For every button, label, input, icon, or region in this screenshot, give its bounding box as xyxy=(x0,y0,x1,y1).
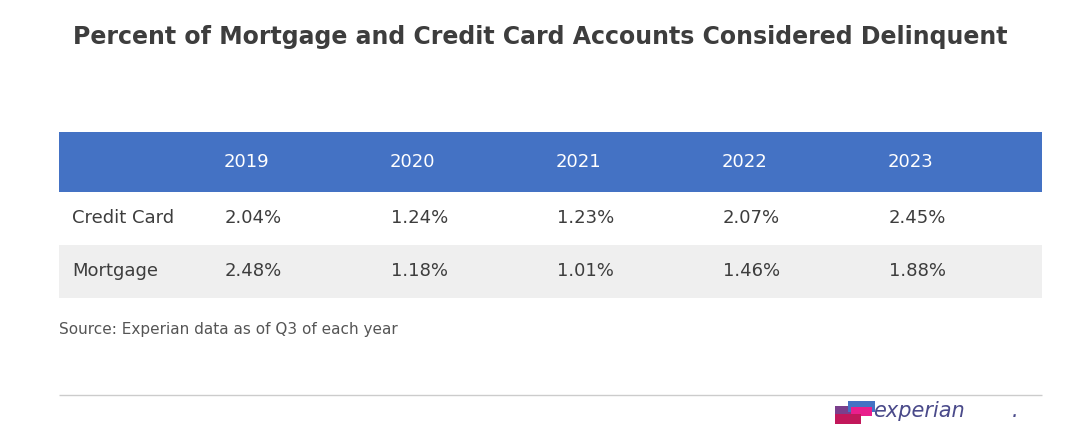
Text: 2.48%: 2.48% xyxy=(225,262,282,280)
Text: Percent of Mortgage and Credit Card Accounts Considered Delinquent: Percent of Mortgage and Credit Card Acco… xyxy=(72,26,1008,49)
Bar xyxy=(59,192,212,245)
Text: 1.24%: 1.24% xyxy=(391,209,448,227)
Bar xyxy=(876,245,1042,298)
Bar xyxy=(835,406,861,417)
Bar xyxy=(544,245,710,298)
Bar xyxy=(212,245,378,298)
Text: Credit Card: Credit Card xyxy=(72,209,175,227)
Bar xyxy=(876,192,1042,245)
Text: 1.01%: 1.01% xyxy=(557,262,613,280)
Text: 2.04%: 2.04% xyxy=(225,209,282,227)
Bar xyxy=(710,132,876,192)
Bar xyxy=(212,132,378,192)
Text: Source: Experian data as of Q3 of each year: Source: Experian data as of Q3 of each y… xyxy=(59,322,399,337)
Bar xyxy=(851,407,873,416)
Text: 2020: 2020 xyxy=(390,153,435,171)
Text: .: . xyxy=(1012,401,1018,421)
Bar xyxy=(212,192,378,245)
Text: 2021: 2021 xyxy=(555,153,602,171)
Bar xyxy=(710,245,876,298)
Bar xyxy=(876,132,1042,192)
Bar xyxy=(835,414,861,424)
Bar xyxy=(59,132,212,192)
Bar xyxy=(59,245,212,298)
Bar xyxy=(544,192,710,245)
Bar xyxy=(544,132,710,192)
Bar xyxy=(378,245,544,298)
Text: 2.07%: 2.07% xyxy=(723,209,780,227)
Text: 2.45%: 2.45% xyxy=(889,209,946,227)
Bar xyxy=(710,192,876,245)
Text: 1.23%: 1.23% xyxy=(557,209,615,227)
Text: 1.46%: 1.46% xyxy=(723,262,780,280)
Text: experian: experian xyxy=(873,401,964,421)
Bar xyxy=(378,132,544,192)
Text: 1.88%: 1.88% xyxy=(889,262,946,280)
Text: 2019: 2019 xyxy=(224,153,269,171)
Bar xyxy=(378,192,544,245)
Text: 1.18%: 1.18% xyxy=(391,262,448,280)
Text: 2022: 2022 xyxy=(721,153,768,171)
Text: Mortgage: Mortgage xyxy=(72,262,159,280)
Bar xyxy=(848,400,876,412)
Text: 2023: 2023 xyxy=(888,153,933,171)
